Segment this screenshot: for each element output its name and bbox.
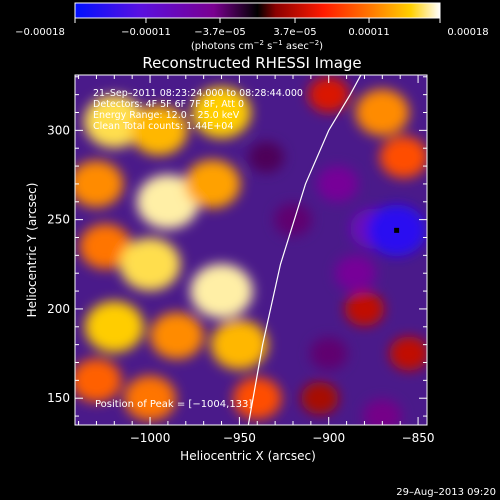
heatmap-blob <box>362 398 403 425</box>
heatmap-blobs <box>75 76 427 425</box>
x-axis-label: Heliocentric X (arcsec) <box>180 449 316 463</box>
chart-title: Reconstructed RHESSI Image <box>142 54 361 72</box>
colorbar-tick-label: 3.7e−05 <box>273 27 316 38</box>
heatmap-blob <box>210 319 269 370</box>
colorbar-tick-label: −3.7e−05 <box>194 27 246 38</box>
heatmap-blob <box>136 174 200 230</box>
x-axis-ticks: −1000 −950 −900 −850 <box>78 75 435 445</box>
minimum-marker <box>394 227 400 233</box>
x-tick-label: −850 <box>402 431 435 445</box>
x-tick-label: −900 <box>312 431 345 445</box>
heatmap-image <box>75 75 427 425</box>
y-tick-label: 250 <box>47 213 70 227</box>
heatmap-blob <box>83 94 145 148</box>
colorbar-tick-label: −0.00018 <box>15 27 65 38</box>
heatmap-blob <box>274 203 312 236</box>
heatmap-blob <box>119 237 181 291</box>
heatmap-blob <box>355 89 410 136</box>
colorbar-tick-label: 0.00011 <box>348 27 389 38</box>
plot-frame <box>74 74 428 426</box>
heatmap-blob <box>150 312 204 360</box>
heatmap-blob <box>344 291 385 327</box>
heatmap-blob <box>317 166 359 202</box>
y-tick-label: 150 <box>47 391 70 405</box>
colorbar-ticks: −0.00018 −0.00011 −3.7e−05 3.7e−05 0.00011 0.… <box>15 18 489 38</box>
heatmap-blob <box>233 377 282 420</box>
annotation-line: Clean Total counts: 1.44E+04 <box>93 121 233 132</box>
heatmap-blob <box>389 336 427 371</box>
heatmap-blob <box>130 105 188 156</box>
x-tick-label: −950 <box>223 431 256 445</box>
colorbar: −0.00018 −0.00011 −3.7e−05 3.7e−05 0.00011 0.… <box>15 2 489 52</box>
y-tick-label: 300 <box>47 123 70 137</box>
annotation-line: Detectors: 4F 5F 6F 7F 8F, Att 0 <box>93 99 244 110</box>
heatmap-blob <box>248 141 285 173</box>
annotation-line: Energy Range: 12.0 – 25.0 keV <box>93 110 240 121</box>
heatmap-blob <box>79 223 132 269</box>
peak-position-label: Position of Peak = [−1004,133] <box>95 399 252 410</box>
heatmap-blob <box>84 301 144 353</box>
heatmap-blob <box>334 255 377 292</box>
heatmap-blob <box>301 381 339 415</box>
y-tick-label: 200 <box>47 302 70 316</box>
heatmap-blob <box>308 76 350 113</box>
colorbar-tick-label: −0.00011 <box>121 27 171 38</box>
heatmap-blob <box>184 159 241 209</box>
colorbar-units: (photons cm−2 s−1 asec−2) <box>191 39 323 52</box>
heatmap-blob <box>124 375 176 421</box>
solar-limb-curve <box>247 75 362 425</box>
heatmap-blob <box>192 86 252 139</box>
heatmap-blob <box>379 136 427 179</box>
x-tick-label: −1000 <box>130 431 171 445</box>
heatmap-blob <box>309 337 348 370</box>
colorbar-gradient <box>74 2 441 19</box>
colorbar-tick-label: 0.00018 <box>447 27 488 38</box>
y-axis-label: Heliocentric Y (arcsec) <box>25 183 39 318</box>
plot-annotations: 21–Sep–2011 08:23:24.000 to 08:28:44.000… <box>93 88 303 132</box>
footer-date: 29–Aug–2013 09:20 <box>396 487 496 498</box>
heatmap-blob <box>75 160 124 208</box>
y-axis-ticks: 150 200 250 300 <box>47 76 427 417</box>
heatmap-blob <box>190 263 253 319</box>
heatmap-blob <box>75 358 122 403</box>
annotation-line: 21–Sep–2011 08:23:24.000 to 08:28:44.000 <box>93 88 303 99</box>
